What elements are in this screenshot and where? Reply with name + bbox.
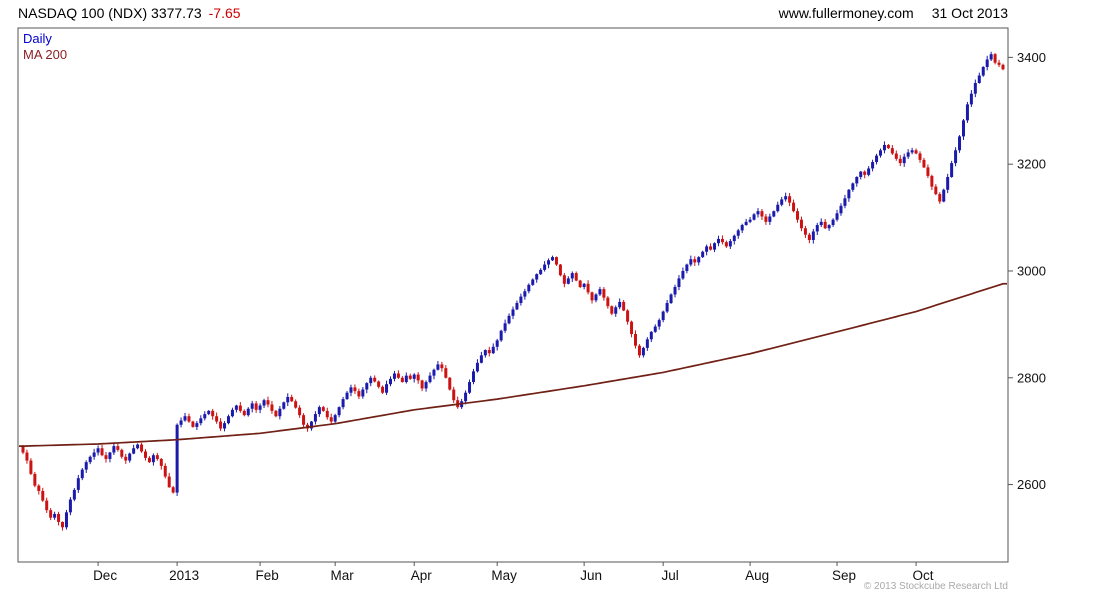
- y-axis-label: 2600: [1017, 477, 1046, 492]
- ma200-line: [19, 282, 1007, 447]
- instrument-title: NASDAQ 100 (NDX) 3377.73: [18, 5, 202, 21]
- website-link[interactable]: www.fullermoney.com: [778, 5, 914, 21]
- price-change: -7.65: [208, 5, 241, 21]
- chart-date: 31 Oct 2013: [931, 5, 1008, 21]
- y-axis-label: 2800: [1017, 370, 1046, 385]
- x-axis-label: Aug: [745, 568, 769, 583]
- x-axis-label: Sep: [832, 568, 856, 583]
- x-axis-label: Apr: [411, 568, 433, 583]
- x-axis-label: 2013: [169, 568, 199, 583]
- chart-header: NASDAQ 100 (NDX) 3377.73 -7.65: [18, 5, 241, 21]
- x-axis-label: Oct: [913, 568, 934, 583]
- x-axis-label: Jun: [580, 568, 602, 583]
- x-axis-label: May: [491, 568, 517, 583]
- x-axis-label: Feb: [255, 568, 278, 583]
- chart-legend: Daily MA 200: [23, 31, 67, 63]
- x-axis-label: Dec: [93, 568, 117, 583]
- x-axis-label: Mar: [331, 568, 355, 583]
- y-axis-label: 3000: [1017, 263, 1046, 278]
- legend-daily: Daily: [23, 31, 52, 46]
- legend-ma200: MA 200: [23, 47, 68, 62]
- chart-header-right: www.fullermoney.com 31 Oct 2013: [779, 5, 1008, 21]
- copyright-notice: © 2013 Stockcube Research Ltd: [863, 581, 1008, 592]
- x-axis-label: Jul: [662, 568, 679, 583]
- y-axis-label: 3400: [1017, 50, 1046, 65]
- y-axis-label: 3200: [1017, 157, 1046, 172]
